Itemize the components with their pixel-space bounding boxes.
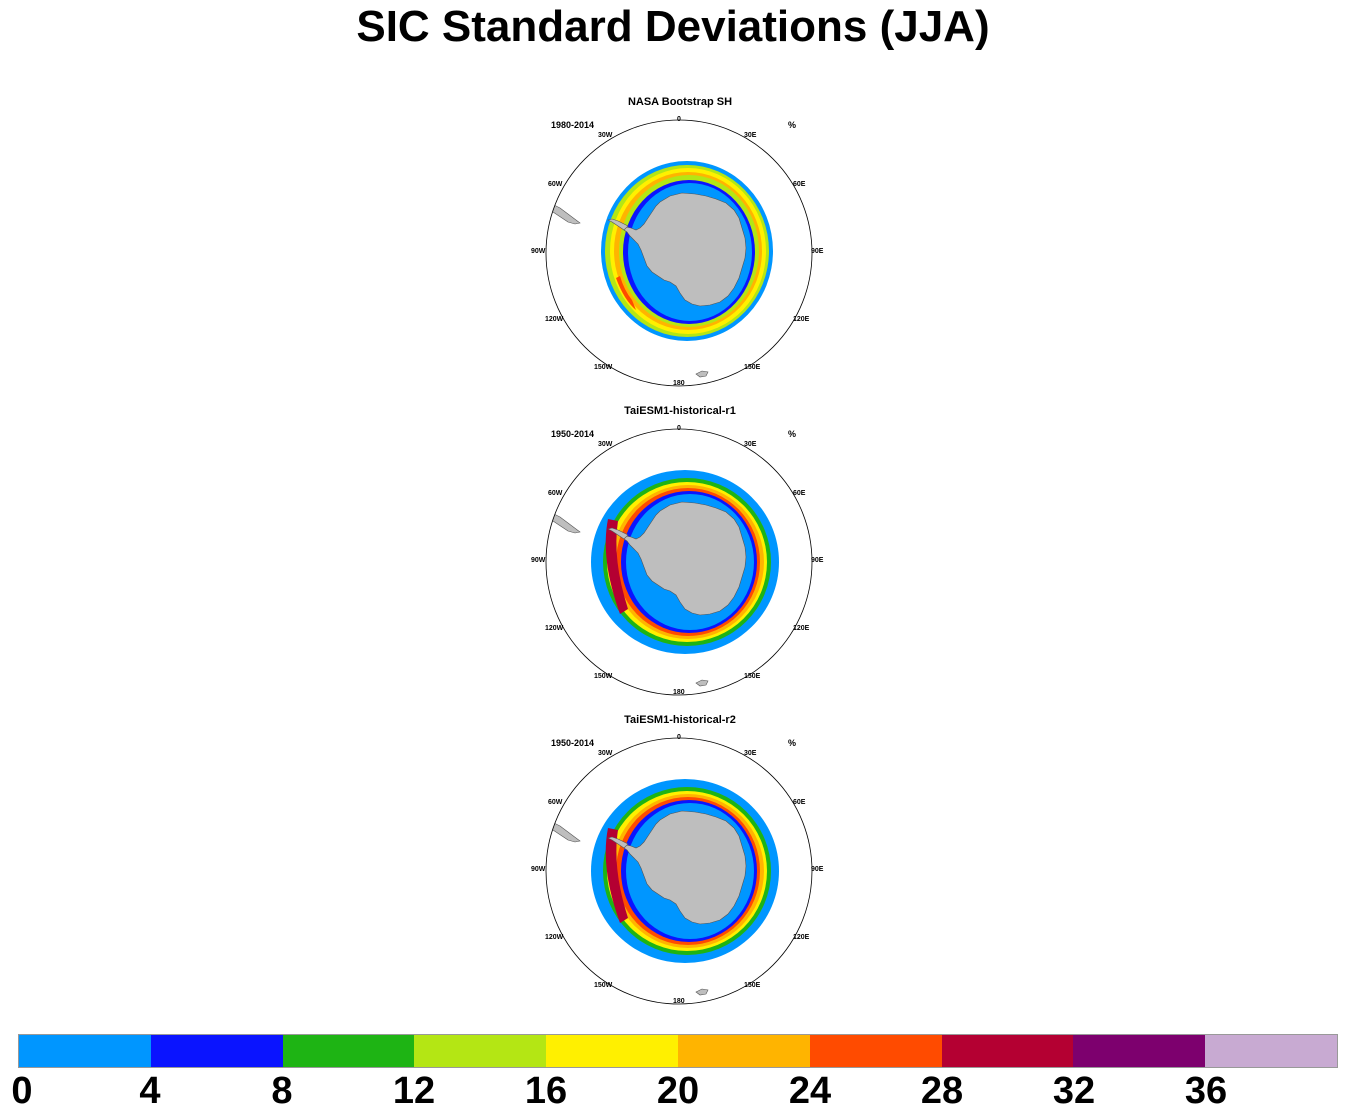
new-zealand-island <box>695 679 709 687</box>
longitude-label: 0 <box>677 425 681 432</box>
longitude-label: 120W <box>545 625 564 632</box>
panel-period: 1950-2014 <box>551 738 595 748</box>
longitude-label: 30E <box>744 132 757 139</box>
longitude-label: 60E <box>793 490 806 497</box>
longitude-label: 120E <box>793 316 810 323</box>
colorbar-segment <box>809 1035 942 1067</box>
page-title: SIC Standard Deviations (JJA) <box>356 2 990 51</box>
longitude-label: 120W <box>545 934 564 941</box>
south-america-tip <box>549 203 581 225</box>
panel-period: 1950-2014 <box>551 429 595 439</box>
longitude-label: 60E <box>793 799 806 806</box>
colorbar-tick-label: 12 <box>392 1070 436 1112</box>
longitude-label: 180 <box>673 689 685 696</box>
panel-title: NASA Bootstrap SH <box>627 96 733 108</box>
antarctica-landmass <box>623 810 747 925</box>
panel-period: 1980-2014 <box>551 120 595 130</box>
antarctic-peninsula <box>607 527 629 540</box>
south-america-tip <box>549 512 581 534</box>
longitude-label: 90E <box>811 248 824 255</box>
antarctic-peninsula <box>607 836 629 849</box>
colorbar-tick-label: 16 <box>524 1070 568 1112</box>
colorbar-segment <box>546 1035 678 1067</box>
new-zealand-island <box>695 370 709 378</box>
longitude-label: 120W <box>545 316 564 323</box>
panel-unit: % <box>788 738 797 748</box>
colorbar-segment <box>1073 1035 1206 1067</box>
panel-unit: % <box>788 120 797 130</box>
longitude-label: 150W <box>594 364 613 371</box>
colorbar-segment <box>150 1035 283 1067</box>
map-panel: NASA Bootstrap SH 1980-2014% 0 30E 60E 90E 120… <box>520 96 840 400</box>
colorbar-tick-label: 20 <box>656 1070 700 1112</box>
map-boundary <box>545 737 813 1005</box>
polar-map <box>545 119 813 387</box>
longitude-label: 30E <box>744 441 757 448</box>
panel-title: TaiESM1-historical-r1 <box>624 405 736 417</box>
longitude-label: 150W <box>594 673 613 680</box>
colorbar-tick-label: 36 <box>1184 1070 1228 1112</box>
longitude-label: 180 <box>673 380 685 387</box>
longitude-label: 90E <box>811 557 824 564</box>
longitude-label: 0 <box>677 734 681 741</box>
longitude-label: 90W <box>531 557 546 564</box>
longitude-label: 30W <box>598 132 613 139</box>
longitude-label: 150W <box>594 982 613 989</box>
panel-unit: % <box>788 429 797 439</box>
colorbar-segment <box>941 1035 1074 1067</box>
sic-maximum-band <box>616 276 636 310</box>
colorbar-tick-label: 8 <box>271 1070 293 1112</box>
longitude-label: 120E <box>793 625 810 632</box>
sic-maximum-band <box>605 519 628 614</box>
longitude-label: 150E <box>744 982 761 989</box>
map-boundary <box>545 119 813 387</box>
longitude-label: 30E <box>744 750 757 757</box>
longitude-label: 0 <box>677 116 681 123</box>
longitude-label: 60W <box>548 799 563 806</box>
map-panel: TaiESM1-historical-r1 1950-2014% 0 30E 60E 90… <box>520 405 840 709</box>
colorbar-tick-label: 4 <box>139 1070 161 1112</box>
longitude-label: 90W <box>531 248 546 255</box>
south-america-tip <box>549 821 581 843</box>
map-boundary <box>545 428 813 696</box>
longitude-label: 30W <box>598 750 613 757</box>
colorbar-segment <box>1205 1035 1337 1067</box>
longitude-label: 60W <box>548 181 563 188</box>
polar-map <box>545 428 813 696</box>
colorbar-tick-label: 28 <box>920 1070 964 1112</box>
longitude-label: 120E <box>793 934 810 941</box>
polar-map <box>545 737 813 1005</box>
sic-maximum-band <box>605 828 628 923</box>
longitude-label: 150E <box>744 364 761 371</box>
antarctica-landmass <box>623 192 747 307</box>
longitude-label: 30W <box>598 441 613 448</box>
longitude-label: 90E <box>811 866 824 873</box>
panel-title: TaiESM1-historical-r2 <box>624 714 736 726</box>
colorbar-segment <box>282 1035 415 1067</box>
longitude-label: 180 <box>673 998 685 1005</box>
map-panel: TaiESM1-historical-r2 1950-2014% 0 30E 60E 90… <box>520 714 840 1018</box>
colorbar-tick-label: 24 <box>788 1070 832 1112</box>
colorbar-tick-label: 0 <box>11 1070 33 1112</box>
colorbar-segment <box>677 1035 810 1067</box>
new-zealand-island <box>695 988 709 996</box>
colorbar-segment <box>414 1035 547 1067</box>
longitude-label: 60W <box>548 490 563 497</box>
colorbar-segment <box>19 1035 151 1067</box>
longitude-label: 150E <box>744 673 761 680</box>
antarctic-peninsula <box>607 218 629 231</box>
antarctica-landmass <box>623 501 747 616</box>
longitude-label: 90W <box>531 866 546 873</box>
colorbar <box>18 1034 1338 1068</box>
colorbar-tick-label: 32 <box>1052 1070 1096 1112</box>
longitude-label: 60E <box>793 181 806 188</box>
